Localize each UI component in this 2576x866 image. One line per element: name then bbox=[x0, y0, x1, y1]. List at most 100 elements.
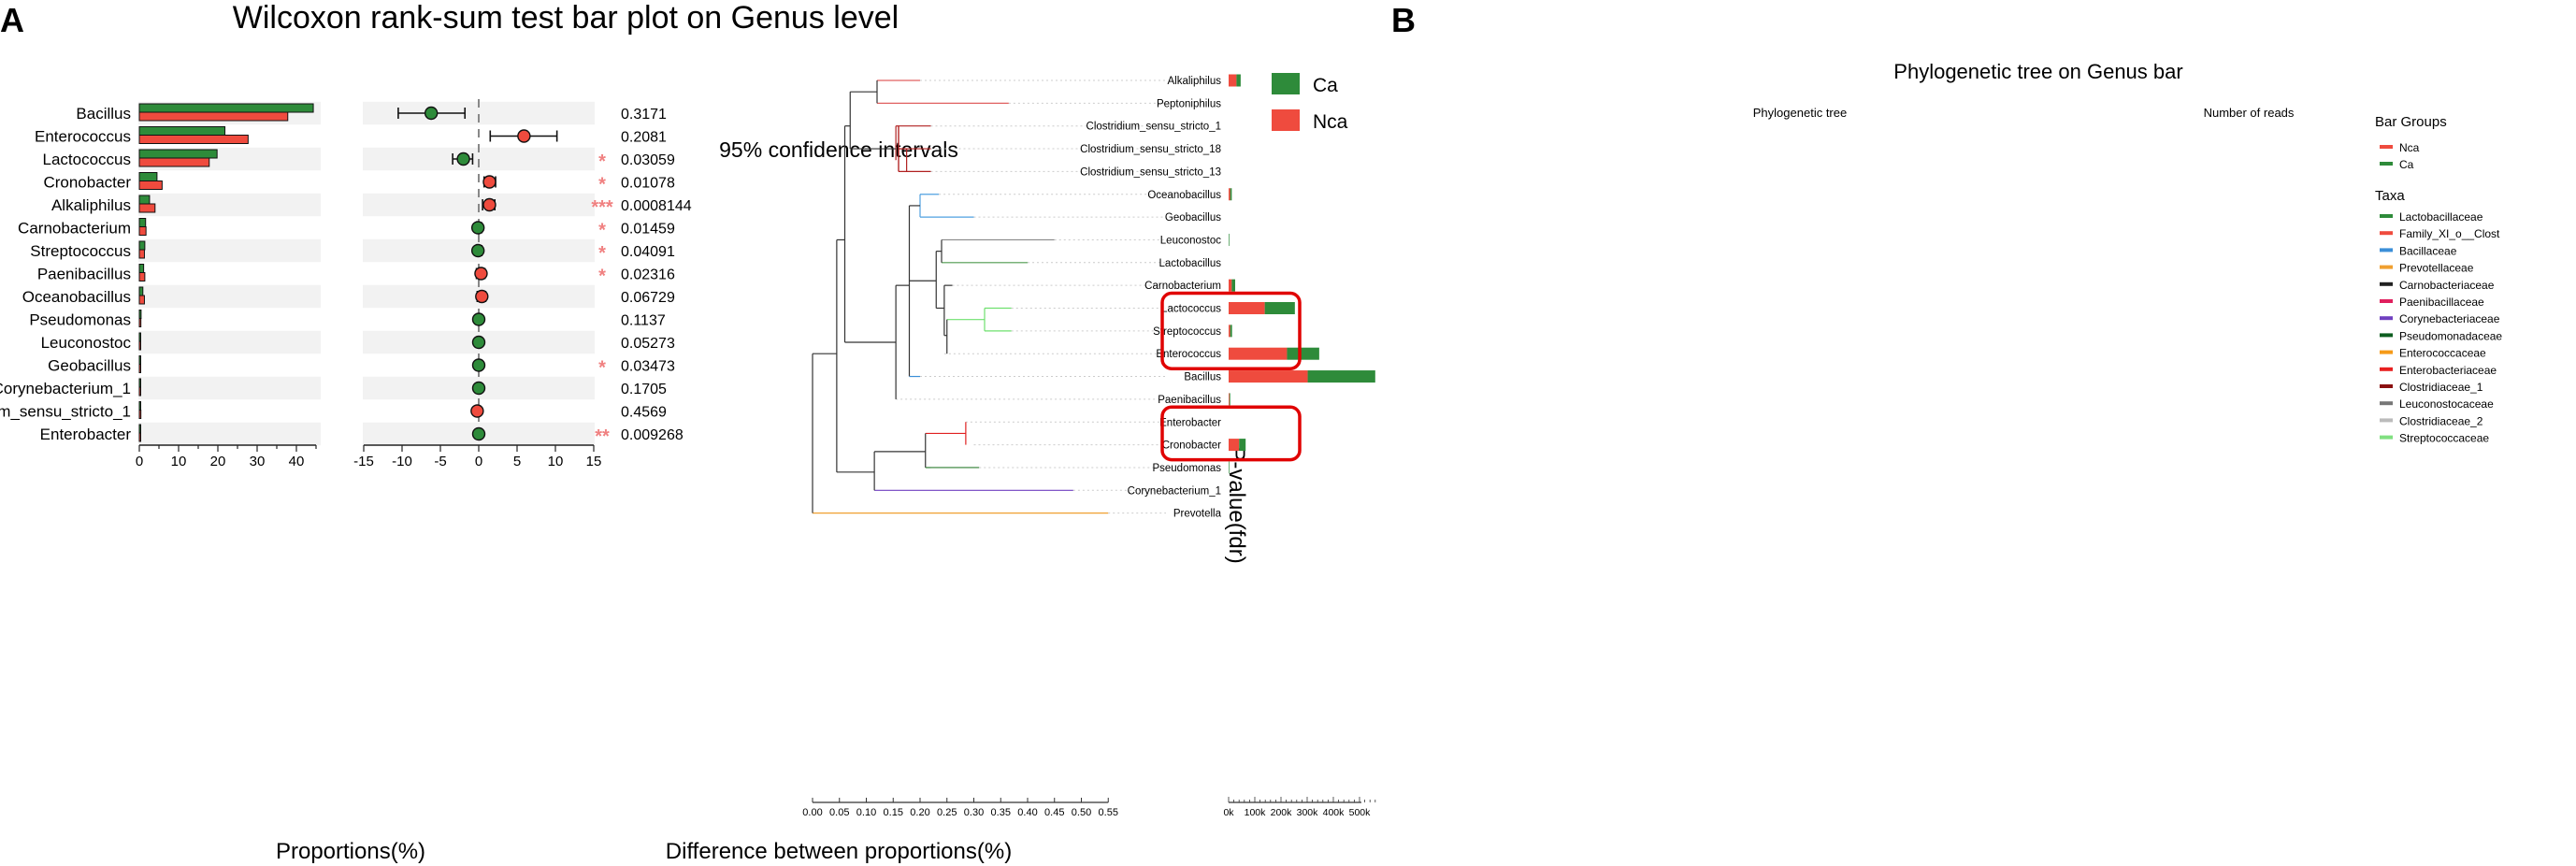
bar-groups-title: Bar Groups bbox=[2375, 114, 2447, 130]
taxon-label: Alkaliphilus bbox=[1167, 76, 1221, 87]
reads-bar-nca bbox=[1229, 347, 1288, 360]
legend-b: Bar Groups Taxa Nca Ca Lactobacillaceae Fam… bbox=[2375, 114, 2502, 445]
bar-nca bbox=[138, 318, 142, 327]
axis-tick-label: 0k bbox=[1223, 807, 1234, 818]
axis-tick-label: 0.15 bbox=[884, 807, 903, 818]
reads-axis: 0k 100k 200k 300k 400k 500k bbox=[1223, 797, 1376, 818]
bar-nca bbox=[138, 135, 249, 144]
taxon-label: Peptoniphilus bbox=[1157, 98, 1221, 109]
bar-ca bbox=[138, 149, 218, 159]
ci-point bbox=[471, 335, 486, 350]
taxa-legend-label: Family_XI_o__Clost bbox=[2399, 227, 2500, 240]
axis-tick-label: 0.05 bbox=[829, 807, 849, 818]
bar-ca bbox=[138, 310, 142, 319]
genus-label: Corynebacterium_1 bbox=[0, 380, 131, 397]
ci-point bbox=[482, 175, 496, 189]
reads-bar-ca bbox=[1307, 370, 1375, 383]
taxon-label: Oceanobacillus bbox=[1147, 190, 1221, 201]
genus-label: Oceanobacillus bbox=[22, 288, 131, 306]
taxa-swatch bbox=[2380, 418, 2393, 423]
taxa-legend-label: Leuconostocaceae bbox=[2399, 397, 2494, 411]
p-value: 0.2081 bbox=[621, 130, 667, 146]
bar-group-swatch bbox=[2380, 145, 2393, 149]
taxon-label: Leuconostoc bbox=[1160, 235, 1221, 246]
taxon-label: Corynebacterium_1 bbox=[1128, 485, 1221, 497]
taxon-label: Prevotella bbox=[1173, 509, 1222, 520]
axis-tick-label: 30 bbox=[250, 454, 266, 469]
proportion-axis: 0 10 20 30 40 bbox=[136, 444, 317, 469]
axis-tick-label: 10 bbox=[548, 454, 564, 469]
axis-tick-label: 0.55 bbox=[1099, 807, 1118, 818]
highlight-box-enterobacteriaceae bbox=[1160, 405, 1302, 462]
bar-ca bbox=[138, 103, 314, 113]
highlight-box-streptococcaceae bbox=[1160, 291, 1302, 370]
taxon-label: Streptococcus bbox=[1153, 326, 1221, 338]
sig-marker: *** bbox=[591, 197, 613, 218]
genus-label: Carnobacterium bbox=[18, 220, 131, 238]
ci-forest-plot bbox=[397, 99, 558, 441]
p-value: 0.0008144 bbox=[621, 198, 692, 214]
reads-bar-nca bbox=[1229, 439, 1240, 452]
taxa-swatch bbox=[2380, 248, 2393, 253]
bar-ca bbox=[138, 378, 141, 388]
taxa-swatch bbox=[2380, 435, 2393, 440]
axis-tick-label: 40 bbox=[289, 454, 305, 469]
taxa-swatch bbox=[2380, 350, 2393, 354]
genus-label: Cronobacter bbox=[43, 174, 131, 192]
axis-tick-label: 200k bbox=[1271, 807, 1293, 818]
bar-group-label: Nca bbox=[2399, 141, 2420, 154]
genus-label: Bacillus bbox=[76, 105, 131, 123]
bar-ca bbox=[138, 195, 151, 205]
ci-point bbox=[456, 152, 470, 166]
taxa-legend-label: Enterococcaceae bbox=[2399, 347, 2486, 360]
bar-nca bbox=[138, 272, 146, 281]
reads-bar-ca bbox=[1229, 233, 1230, 246]
reads-label: Number of reads bbox=[2204, 106, 2295, 120]
legend-nca-label: Nca bbox=[1313, 111, 1348, 133]
taxon-label: Paenibacillus bbox=[1158, 395, 1221, 406]
p-value: 0.02316 bbox=[621, 267, 675, 283]
taxon-label: Clostridium_sensu_stricto_1 bbox=[1087, 122, 1221, 133]
taxa-legend-label: Clostridiaceae_1 bbox=[2399, 381, 2483, 394]
stripe-bar-8 bbox=[138, 284, 321, 309]
axis-tick-label: 20 bbox=[210, 454, 226, 469]
bar-nca bbox=[138, 295, 145, 305]
axis-tick-label: 300k bbox=[1297, 807, 1319, 818]
reads-bar-nca bbox=[1229, 325, 1230, 338]
genus-label: Pseudomonas bbox=[29, 311, 131, 329]
difference-axis: -15 -10 -5 0 5 10 15 bbox=[353, 444, 601, 469]
bar-ca bbox=[138, 355, 141, 365]
reads-bar-ca bbox=[1287, 347, 1319, 360]
ci-point bbox=[470, 243, 485, 258]
bar-nca bbox=[138, 386, 141, 397]
axis-tick-label: 0.10 bbox=[856, 807, 876, 818]
taxa-swatch bbox=[2380, 299, 2393, 303]
genus-label: Lactococcus bbox=[43, 151, 132, 168]
reads-bar-ca bbox=[1230, 188, 1232, 201]
sig-marker: ** bbox=[595, 426, 610, 447]
ci-point bbox=[475, 289, 489, 304]
axis-tick-label: 0 bbox=[475, 454, 482, 469]
taxon-label: Lactobacillus bbox=[1159, 258, 1222, 269]
bar-nca bbox=[138, 340, 141, 351]
p-value: 0.03473 bbox=[621, 359, 675, 375]
sig-marker: * bbox=[598, 267, 606, 287]
taxa-legend-label: Pseudomonadaceae bbox=[2399, 329, 2502, 342]
bar-nca bbox=[138, 249, 145, 259]
p-value: 0.1705 bbox=[621, 382, 667, 397]
taxon-label: Bacillus bbox=[1184, 372, 1221, 383]
ci-point bbox=[471, 358, 486, 372]
bar-ca bbox=[138, 286, 144, 296]
phylogenetic-tree bbox=[812, 79, 1166, 514]
axis-tick-label: -15 bbox=[353, 454, 374, 469]
sig-marker: * bbox=[598, 358, 606, 379]
genus-label: Clostridium_sensu_stricto_1 bbox=[0, 403, 131, 421]
ci-point bbox=[482, 197, 496, 212]
bar-ca bbox=[138, 240, 146, 251]
sig-marker: * bbox=[598, 152, 606, 172]
reads-bar-nca bbox=[1229, 302, 1265, 314]
ci-title: 95% confidence intervals bbox=[719, 137, 958, 162]
p-value: 0.01459 bbox=[621, 222, 675, 238]
axis-tick-label: 0.30 bbox=[964, 807, 984, 818]
taxa-labels: Alkaliphilus Peptoniphilus Clostridium_sen… bbox=[1080, 76, 1221, 520]
